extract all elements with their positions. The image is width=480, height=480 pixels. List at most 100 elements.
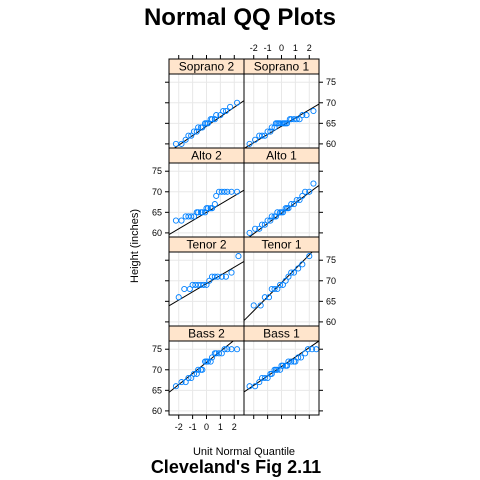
data-point (186, 285, 193, 293)
data-point (222, 273, 229, 280)
data-point (284, 362, 291, 369)
data-point (227, 103, 234, 110)
y-tick-label-left: 60 (152, 228, 162, 238)
x-tick-label-top: -2 (250, 43, 258, 53)
data-point (264, 374, 271, 382)
panel-strip-label: Alto 1 (266, 149, 297, 163)
data-point (209, 205, 216, 212)
y-tick-label-left: 75 (152, 166, 162, 176)
data-point (252, 225, 259, 232)
data-point (218, 350, 225, 357)
x-tick-label-bottom: -2 (175, 422, 183, 432)
x-tick-label-top: -1 (264, 43, 272, 53)
data-point (296, 116, 303, 123)
data-point (264, 128, 271, 135)
data-point (218, 273, 225, 280)
y-tick-label-left: 75 (152, 344, 162, 354)
data-point (190, 213, 198, 220)
chart-subtitle: Cleveland's Fig 2.11 (151, 457, 321, 477)
data-point (213, 192, 220, 199)
data-point (193, 128, 200, 135)
data-point (250, 302, 257, 309)
data-point (207, 358, 214, 365)
data-point (234, 188, 241, 195)
data-point (257, 302, 264, 309)
chart-title: Normal QQ Plots (144, 4, 336, 31)
data-point (288, 358, 295, 365)
reference-line (248, 185, 319, 237)
data-point (285, 205, 292, 212)
data-point (268, 213, 275, 220)
y-axis-label: Height (inches) (129, 209, 141, 283)
data-point (296, 196, 303, 204)
data-point (271, 285, 278, 293)
data-point (202, 209, 209, 216)
data-point (306, 188, 313, 195)
data-point (172, 217, 179, 224)
data-point (185, 374, 192, 382)
data-point (272, 213, 279, 220)
data-point (295, 354, 302, 361)
y-tick-label-right: 75 (326, 255, 336, 265)
data-point (199, 124, 206, 131)
data-point (261, 132, 268, 139)
reference-line-group (169, 341, 235, 393)
data-point (234, 99, 241, 106)
panel-grid: Soprano 2 Soprano 1 Alto 2 Alto 1 Tenor 2 Ten… (168, 58, 320, 416)
data-point (209, 116, 216, 123)
data-point (274, 366, 281, 373)
data-point (181, 285, 188, 293)
reference-line (169, 341, 235, 393)
x-tick-label-top: 0 (279, 43, 284, 53)
x-tick-label-bottom: -1 (189, 422, 197, 432)
data-point (172, 383, 179, 390)
data-point (267, 217, 274, 224)
data-point (199, 209, 206, 216)
data-point (246, 229, 253, 236)
panel-alto-1: Alto 1 (243, 147, 320, 238)
y-tick-label-left: 70 (152, 187, 162, 197)
data-point (206, 277, 213, 284)
x-tick-label-top: 1 (293, 43, 298, 53)
data-point (222, 107, 229, 115)
data-point (195, 124, 202, 131)
data-point (309, 346, 316, 353)
data-point (302, 350, 309, 357)
x-axis-label: Unit Normal Quantile (193, 446, 295, 458)
y-tick-label-right: 65 (326, 296, 336, 306)
data-point (261, 374, 268, 382)
data-point (288, 201, 295, 208)
data-point (178, 217, 185, 224)
data-point (221, 346, 228, 353)
panel-strip-label: Tenor 1 (261, 238, 301, 252)
data-point (288, 269, 295, 276)
data-point (188, 213, 195, 220)
data-point (224, 188, 231, 195)
data-point (213, 112, 220, 119)
data-point (195, 209, 202, 216)
x-tick-label-bottom: 0 (204, 422, 209, 432)
data-point (268, 370, 275, 377)
data-point (299, 112, 306, 119)
panel-strip-label: Alto 2 (191, 149, 222, 163)
data-point (295, 265, 302, 272)
y-tick-label-right: 60 (326, 317, 336, 327)
data-point (200, 281, 207, 288)
data-point (221, 188, 228, 195)
panel-strip-label: Bass 2 (188, 327, 225, 341)
y-tick-label-right: 70 (326, 276, 336, 286)
data-point (303, 112, 310, 119)
data-point (199, 366, 206, 373)
data-point (252, 136, 259, 143)
data-point (256, 225, 263, 232)
data-point (271, 124, 278, 131)
data-point (284, 120, 291, 127)
panel-strip-label: Tenor 2 (186, 238, 226, 252)
data-point (279, 209, 286, 216)
x-tick-label-top: 2 (307, 43, 312, 53)
x-tick-label-bottom: 2 (232, 422, 237, 432)
panel-bass-1: Bass 1 (243, 325, 320, 416)
data-point (261, 294, 268, 301)
data-point (310, 180, 317, 187)
